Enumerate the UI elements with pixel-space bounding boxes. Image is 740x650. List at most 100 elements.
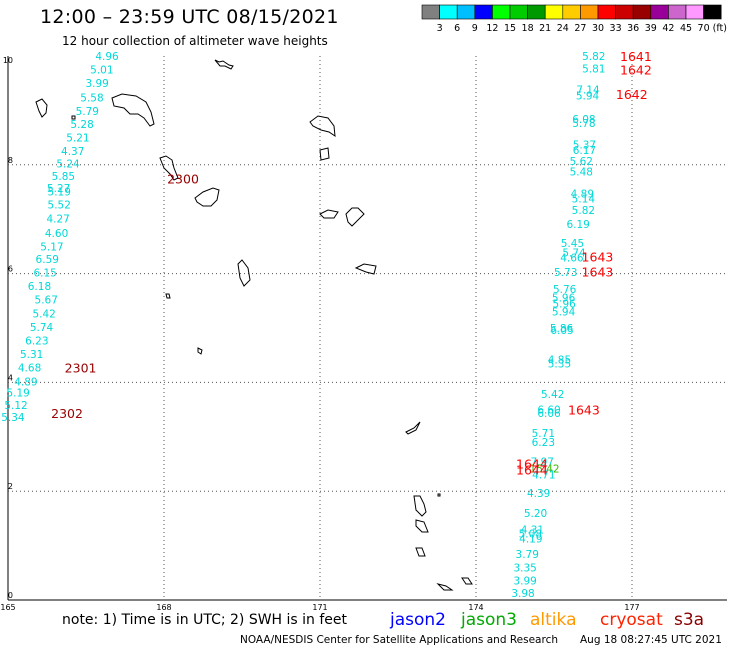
wave-height-label: 5.86 xyxy=(550,323,574,335)
wave-height-label: 4.37 xyxy=(61,146,84,158)
colorbar-tick-label: 3 xyxy=(437,23,443,34)
wave-height-label: 5.37 xyxy=(573,140,596,152)
y-tick-label: 2 xyxy=(8,482,13,491)
wave-height-label: 5.12 xyxy=(4,400,27,412)
track-time-label: 1641 xyxy=(620,49,652,64)
wave-height-label: 5.45 xyxy=(561,238,584,250)
colorbar-tick-label: 15 xyxy=(504,23,516,34)
wave-height-label: 5.21 xyxy=(66,133,89,145)
wave-height-label: 4.19 xyxy=(519,534,542,546)
colorbar-tick-label: 12 xyxy=(486,23,498,34)
wave-height-label: 5.14 xyxy=(572,194,596,206)
x-tick-label: 168 xyxy=(156,603,171,610)
wave-height-label: 4.27 xyxy=(46,214,69,226)
y-tick-label: 4 xyxy=(8,373,13,382)
wave-height-label: 5.78 xyxy=(572,118,595,130)
wave-height-label: 5.27 xyxy=(47,183,70,195)
wave-height-label: 5.08 xyxy=(519,529,542,541)
legend-jason2: jason2 xyxy=(390,610,446,630)
wave-height-label: 5.71 xyxy=(532,428,555,440)
wave-height-label: 6.15 xyxy=(33,268,56,280)
footer-timestamp: Aug 18 08:27:45 UTC 2021 xyxy=(580,634,722,646)
wave-height-colorbar: 3 6 9 12 15 18 21 24 27 30 33 36 39 42 45 70 (ft) xyxy=(421,4,727,34)
wave-height-label: 5.28 xyxy=(70,119,93,131)
wave-height-label: 5.42 xyxy=(541,389,564,401)
wave-height-label: 4.68 xyxy=(18,363,41,375)
wave-height-label: 5.31 xyxy=(20,349,43,361)
wave-height-label: 4.96 xyxy=(95,51,119,63)
wave-height-label: 4.66 xyxy=(560,252,584,264)
colorbar-swatch xyxy=(703,4,722,20)
track-time-label: 1644 xyxy=(516,456,548,471)
colorbar-tick-label: 18 xyxy=(522,23,534,34)
wave-height-label: 5.74 xyxy=(30,322,54,334)
y-tick-label: 0 xyxy=(8,591,13,600)
wave-height-label: 6.60 xyxy=(537,405,560,417)
wave-height-label: 5.58 xyxy=(80,92,103,104)
colorbar-tick-label: 39 xyxy=(645,23,657,34)
axis-tick-labels: 165 168 171 174 177 10 8 6 4 2 0 xyxy=(0,56,639,610)
colorbar-tick-label: 24 xyxy=(557,23,569,34)
wave-height-label: 5.19 xyxy=(48,186,71,198)
wave-height-label: 5.76 xyxy=(553,284,577,296)
wave-height-label: 4.85 xyxy=(548,355,571,367)
wave-height-label: 4.39 xyxy=(527,488,550,500)
x-tick-label: 165 xyxy=(0,603,15,610)
colorbar-unit: (ft) xyxy=(713,23,727,34)
colorbar-tick-label: 9 xyxy=(472,23,478,34)
x-tick-label: 177 xyxy=(624,603,639,610)
legend-note: note: 1) Time is in UTC; 2) SWH is in fe… xyxy=(62,612,348,628)
wave-height-label: 4.60 xyxy=(45,228,68,240)
colorbar-tick-label: 6 xyxy=(454,23,460,34)
wave-height-label: 5.94 xyxy=(576,91,600,103)
track-time-label: 1642 xyxy=(616,87,648,102)
wave-height-label: 5.48 xyxy=(570,166,593,178)
wave-height-label: 4.71 xyxy=(532,469,555,481)
wave-height-label: 5.94 xyxy=(552,307,576,319)
wave-height-label: 4.89 xyxy=(571,189,594,201)
wave-height-label: 5.35 xyxy=(548,358,571,370)
wave-height-label: 4.89 xyxy=(14,376,37,388)
colorbar-tick-label: 36 xyxy=(627,23,639,34)
colorbar-tick-label: 42 xyxy=(662,23,674,34)
legend-altika: altika xyxy=(530,610,577,630)
track-time-label: 2302 xyxy=(51,406,83,421)
wave-height-label: 5.52 xyxy=(48,200,71,212)
wave-height-label: 5.96 xyxy=(552,299,576,311)
colorbar-tick-label: 33 xyxy=(610,23,622,34)
wave-height-label: 3.98 xyxy=(511,588,534,600)
gridlines xyxy=(8,56,727,600)
wave-height-label: 3.99 xyxy=(85,78,108,90)
wave-height-label: 7.97 xyxy=(531,456,554,468)
wave-height-label: 5.42 xyxy=(32,308,55,320)
wave-height-label: 15.42 xyxy=(530,463,560,475)
wave-height-label: 4.31 xyxy=(521,524,544,536)
wave-height-label: 5.79 xyxy=(76,106,99,118)
wave-height-label: 5.96 xyxy=(552,293,576,305)
colorbar-tick-label: 21 xyxy=(539,23,551,34)
colorbar-tick-label: 70 xyxy=(698,23,710,34)
wave-height-label: 5.24 xyxy=(56,159,80,171)
wave-height-label: 6.23 xyxy=(25,336,48,348)
wave-height-label: 5.01 xyxy=(90,65,113,77)
footer-credit: NOAA/NESDIS Center for Satellite Applica… xyxy=(240,634,558,646)
wave-height-label: 5.82 xyxy=(582,51,605,63)
wave-height-label: 6.59 xyxy=(36,254,59,266)
wave-height-values: 4.965.013.995.585.795.285.214.375.245.85… xyxy=(1,51,605,600)
colorbar-tick-label: 30 xyxy=(592,23,604,34)
track-time-label: 1642 xyxy=(620,63,652,78)
wave-height-label: 5.74 xyxy=(562,247,586,259)
wave-height-label: 6.23 xyxy=(532,437,555,449)
x-tick-label: 171 xyxy=(312,603,327,610)
wave-height-label: 5.85 xyxy=(52,171,75,183)
wave-height-label: 6.19 xyxy=(566,219,589,231)
track-time-label: 1644 xyxy=(516,462,548,477)
chart-subtitle: 12 hour collection of altimeter wave hei… xyxy=(62,34,328,48)
wave-height-label: 5.73 xyxy=(554,267,577,279)
plot-frame xyxy=(7,56,727,601)
legend-cryosat: cryosat xyxy=(600,610,663,630)
colorbar-tick-label: 27 xyxy=(574,23,586,34)
wave-height-label: 3.99 xyxy=(513,575,536,587)
wave-height-label: 5.62 xyxy=(570,156,593,168)
